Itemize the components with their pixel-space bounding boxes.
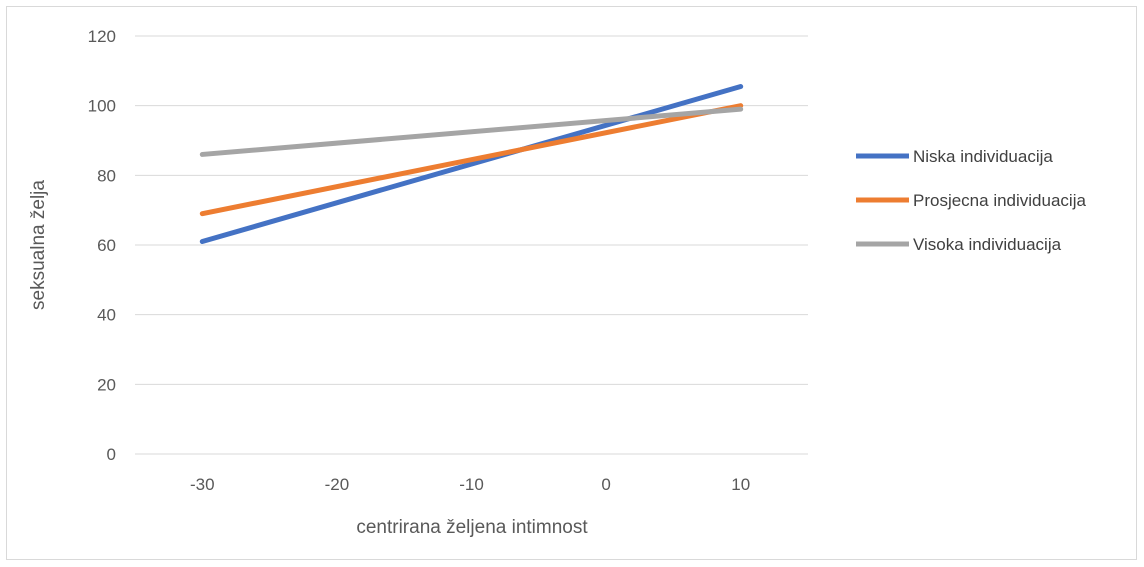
y-tick-label: 80 — [97, 166, 116, 185]
y-tick-label: 20 — [97, 375, 116, 394]
gridlines — [135, 35, 808, 455]
legend-label: Prosjecna individuacija — [913, 191, 1086, 210]
series-line-2 — [199, 103, 744, 217]
y-axis-title: seksualna želja — [28, 180, 49, 310]
y-tick-labels: 0 20 40 60 80 100 120 — [88, 27, 116, 464]
x-tick-label: -30 — [190, 475, 215, 494]
x-tick-label: -10 — [459, 475, 484, 494]
legend-label: Visoka individuacija — [913, 235, 1062, 254]
y-tick-label: 0 — [107, 445, 116, 464]
x-tick-label: 0 — [601, 475, 610, 494]
x-tick-label: -20 — [325, 475, 350, 494]
x-axis-title: centrirana željena intimnost — [356, 517, 588, 538]
chart-frame — [6, 6, 1137, 560]
series-line-3 — [199, 106, 744, 157]
x-tick-label: 10 — [731, 475, 750, 494]
x-tick-labels: -30 -20 -10 0 10 — [190, 475, 750, 494]
y-tick-label: 40 — [97, 306, 116, 325]
y-tick-label: 100 — [88, 97, 116, 116]
series-lines — [199, 84, 744, 245]
legend-label: Niska individuacija — [913, 147, 1053, 166]
y-tick-label: 120 — [88, 27, 116, 46]
y-tick-label: 60 — [97, 236, 116, 255]
series-line-1 — [199, 84, 744, 245]
legend: Niska individuacija Prosjecna individuaci… — [856, 147, 1086, 254]
